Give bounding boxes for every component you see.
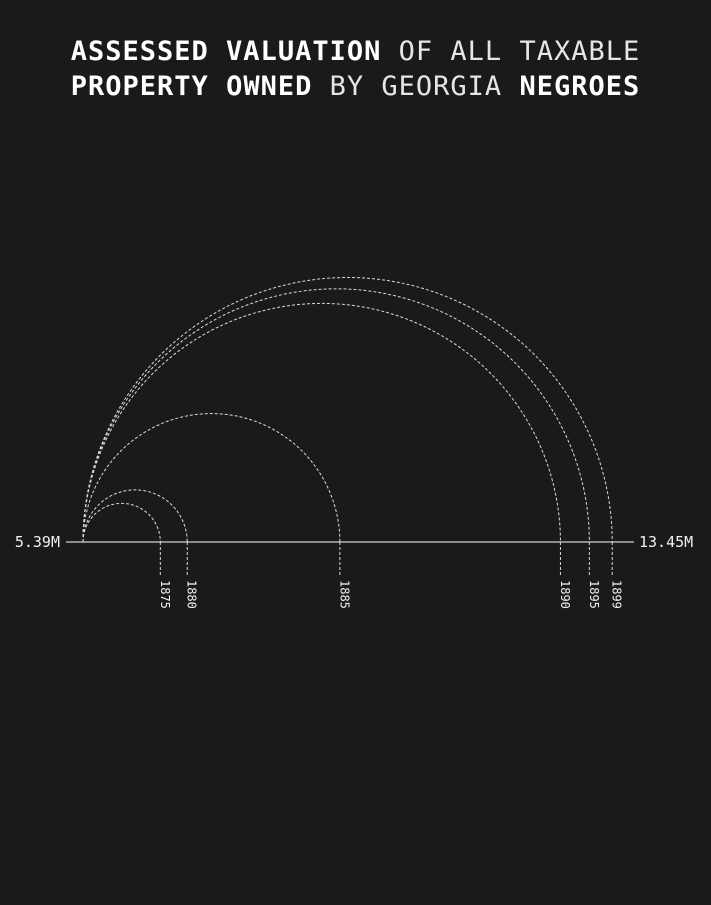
x-axis-max-label: 13.45M [639, 533, 693, 551]
arc-1880 [83, 490, 187, 542]
arc-1899 [83, 277, 612, 542]
arc-series [83, 277, 612, 542]
x-axis-min-label: 5.39M [15, 533, 60, 551]
arc-1895 [83, 289, 589, 542]
year-label-1875: 1875 [158, 580, 172, 609]
year-label-1890: 1890 [558, 580, 572, 609]
year-labels: 1875 1880 1885 1890 1895 1899 [158, 542, 624, 609]
arc-1885 [83, 414, 340, 542]
year-label-1899: 1899 [610, 580, 624, 609]
year-label-1885: 1885 [337, 580, 351, 609]
arc-1890 [83, 303, 560, 542]
year-label-1895: 1895 [587, 580, 601, 609]
year-label-1880: 1880 [185, 580, 199, 609]
